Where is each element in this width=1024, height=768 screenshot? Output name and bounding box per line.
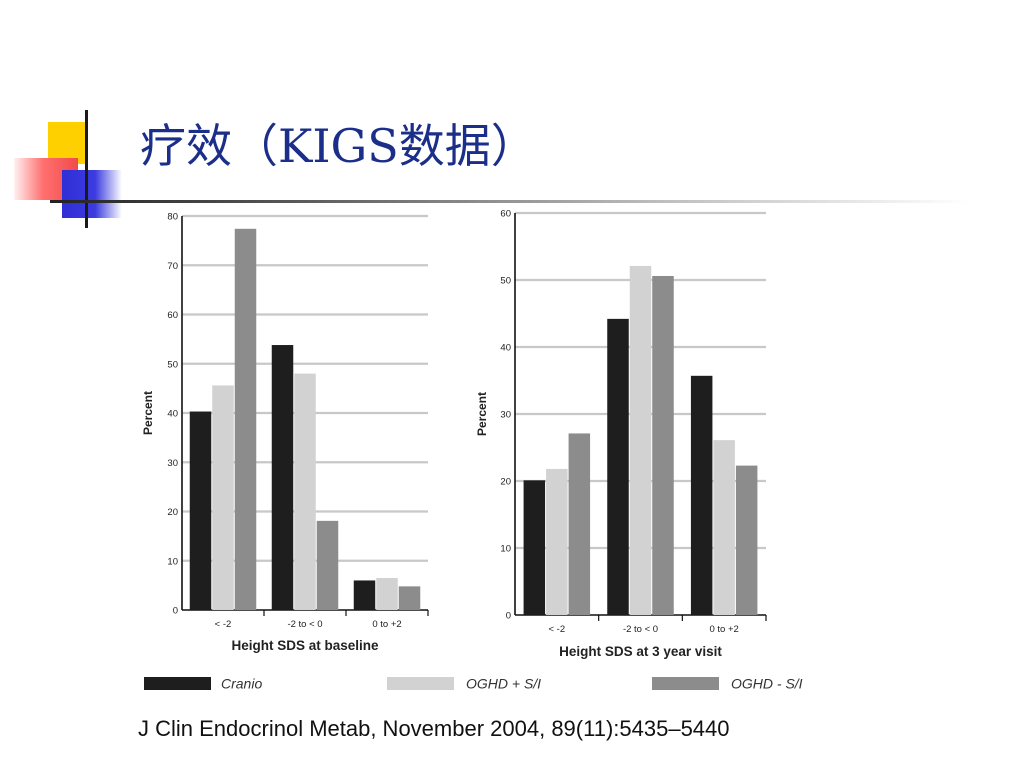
bar bbox=[376, 577, 398, 610]
bar bbox=[607, 318, 629, 615]
bar bbox=[523, 480, 546, 615]
bar bbox=[568, 433, 591, 615]
y-tick-label: 40 bbox=[167, 409, 178, 420]
bar bbox=[189, 411, 212, 610]
citation: J Clin Endocrinol Metab, November 2004, … bbox=[138, 716, 730, 741]
x-tick-label: < -2 bbox=[549, 624, 566, 635]
x-axis-label: Height SDS at 3 year visit bbox=[559, 644, 722, 659]
y-tick-label: 20 bbox=[167, 507, 178, 518]
x-tick-label: 0 to +2 bbox=[710, 624, 739, 635]
y-tick-label: 40 bbox=[500, 343, 511, 354]
legend-swatch bbox=[144, 677, 211, 690]
decor-yellow-square bbox=[48, 122, 88, 164]
y-tick-label: 0 bbox=[173, 606, 178, 617]
y-axis-label: Percent bbox=[475, 392, 489, 436]
bar bbox=[271, 345, 294, 610]
bar bbox=[316, 520, 339, 610]
y-tick-label: 70 bbox=[167, 261, 178, 272]
title-underline bbox=[50, 200, 970, 203]
y-tick-label: 20 bbox=[500, 477, 511, 488]
y-axis-label: Percent bbox=[141, 391, 155, 435]
decor-vertical-line bbox=[85, 110, 88, 228]
legend-label: Cranio bbox=[221, 676, 262, 692]
y-tick-label: 10 bbox=[167, 556, 178, 567]
y-tick-label: 80 bbox=[167, 212, 178, 223]
bar bbox=[294, 373, 316, 610]
slide-title: 疗效（KIGS数据） bbox=[140, 119, 537, 173]
y-tick-label: 60 bbox=[167, 310, 178, 321]
bar bbox=[212, 385, 234, 610]
x-tick-label: -2 to < 0 bbox=[623, 624, 658, 635]
y-tick-label: 30 bbox=[500, 410, 511, 421]
bar bbox=[629, 265, 652, 615]
x-axis-label: Height SDS at baseline bbox=[231, 638, 379, 653]
legend-label: OGHD - S/I bbox=[731, 676, 803, 692]
y-tick-label: 60 bbox=[500, 209, 511, 220]
bar bbox=[690, 375, 713, 615]
bar bbox=[234, 228, 257, 610]
bar bbox=[353, 580, 376, 610]
y-tick-label: 50 bbox=[167, 359, 178, 370]
y-tick-label: 30 bbox=[167, 458, 178, 469]
legend-swatch bbox=[387, 677, 454, 690]
bar bbox=[546, 468, 568, 615]
bar bbox=[398, 586, 421, 610]
legend-swatch bbox=[652, 677, 719, 690]
decor-blue-square bbox=[62, 170, 122, 218]
y-tick-label: 0 bbox=[506, 611, 511, 622]
x-tick-label: 0 to +2 bbox=[372, 619, 401, 630]
x-tick-label: < -2 bbox=[215, 619, 232, 630]
legend-label: OGHD + S/I bbox=[466, 676, 541, 692]
bar bbox=[735, 465, 758, 615]
y-tick-label: 10 bbox=[500, 544, 511, 555]
y-tick-label: 50 bbox=[500, 276, 511, 287]
bar bbox=[713, 440, 735, 615]
x-tick-label: -2 to < 0 bbox=[287, 619, 322, 630]
bar bbox=[652, 275, 674, 615]
